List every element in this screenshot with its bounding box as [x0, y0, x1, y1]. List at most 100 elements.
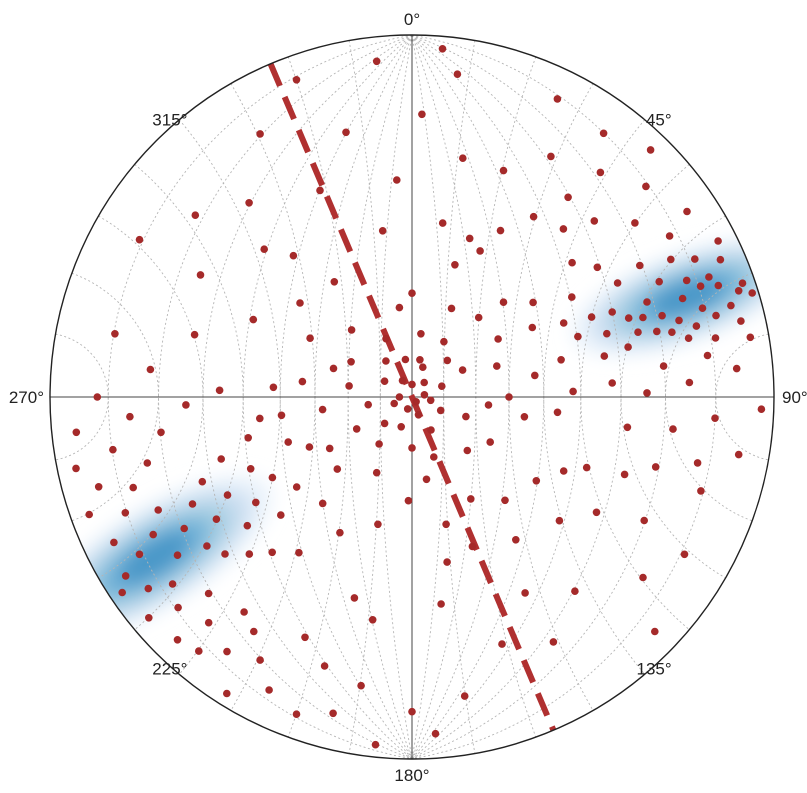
- pole-point: [703, 351, 712, 360]
- pole-point: [642, 182, 650, 191]
- pole-point: [675, 316, 683, 325]
- pole-point: [395, 393, 404, 401]
- pole-point: [121, 572, 130, 580]
- pole-point: [643, 389, 651, 397]
- pole-point: [289, 251, 298, 260]
- pole-point: [463, 446, 472, 455]
- pole-point: [714, 237, 722, 245]
- pole-point: [188, 500, 197, 508]
- pole-point: [284, 438, 293, 446]
- grid-great-circle: [411, 35, 445, 759]
- grid-great-circle: [379, 35, 413, 759]
- pole-point: [458, 366, 467, 374]
- pole-point: [651, 463, 660, 471]
- pole-point: [382, 334, 390, 343]
- pole-point: [372, 468, 381, 477]
- pole-point: [250, 627, 258, 636]
- pole-point: [467, 495, 475, 503]
- pole-point: [256, 656, 264, 664]
- primitive-circle: [49, 34, 775, 760]
- pole-point: [204, 589, 213, 598]
- pole-point: [109, 445, 117, 454]
- pole-point: [298, 377, 307, 386]
- pole-point: [746, 333, 755, 342]
- pole-point: [265, 686, 273, 694]
- pole-point: [422, 475, 431, 484]
- pole-point: [430, 453, 438, 461]
- pole-point: [347, 358, 355, 366]
- pole-point: [698, 304, 707, 313]
- pole-point: [447, 304, 456, 313]
- pole-point: [135, 235, 144, 244]
- pole-point: [493, 362, 501, 370]
- pole-point: [438, 382, 446, 391]
- azimuth-label: 0°: [404, 10, 420, 29]
- pole-point: [203, 542, 211, 550]
- pole-point: [426, 396, 435, 405]
- azimuth-label: 270°: [9, 388, 44, 407]
- pole-point: [734, 450, 743, 459]
- pole-point: [476, 247, 484, 255]
- pole-point: [393, 176, 401, 184]
- pole-point: [352, 425, 361, 433]
- pole-point: [212, 515, 221, 523]
- grid-small-circle: [508, 83, 594, 711]
- pole-point: [691, 255, 699, 263]
- pole-point: [195, 647, 203, 655]
- pole-point: [440, 337, 448, 346]
- pole-point: [748, 289, 756, 297]
- pole-point: [557, 356, 565, 364]
- pole-point: [221, 550, 229, 558]
- pole-point: [651, 627, 659, 636]
- pole-point: [329, 364, 338, 373]
- pole-point: [451, 261, 459, 269]
- grid-great-circle: [411, 35, 582, 759]
- pole-point: [738, 279, 747, 288]
- pole-point: [623, 423, 632, 432]
- pole-point: [590, 217, 599, 225]
- pole-point: [301, 633, 309, 642]
- pole-point: [204, 618, 213, 627]
- pole-point: [667, 255, 675, 264]
- pole-point: [600, 352, 609, 360]
- pole-point: [599, 129, 608, 138]
- pole-point: [364, 400, 373, 409]
- pole-point: [190, 330, 199, 339]
- pole-point: [146, 365, 155, 374]
- pole-point: [345, 382, 353, 390]
- pole-point: [529, 298, 537, 307]
- pole-point: [401, 355, 410, 364]
- pole-point: [453, 70, 462, 78]
- grid-great-circle: [242, 35, 413, 759]
- pole-point: [568, 293, 576, 301]
- pole-point: [318, 405, 327, 414]
- pole-point: [246, 465, 255, 473]
- pole-point: [608, 379, 616, 387]
- pole-point: [292, 710, 301, 718]
- pole-point: [437, 600, 445, 608]
- pole-point: [494, 335, 502, 343]
- pole-point: [111, 330, 119, 338]
- pole-point: [121, 509, 130, 517]
- pole-point: [419, 363, 427, 372]
- pole-point: [559, 319, 568, 327]
- pole-point: [498, 640, 506, 648]
- grid-small-circle: [55, 333, 109, 461]
- pole-point: [93, 393, 102, 401]
- pole-point: [669, 425, 677, 433]
- pole-point: [371, 740, 380, 749]
- pole-point: [659, 362, 668, 370]
- pole-point: [173, 551, 182, 559]
- pole-point: [126, 412, 134, 421]
- pole-point: [555, 516, 564, 525]
- pole-point: [727, 301, 735, 310]
- pole-point: [417, 330, 425, 338]
- pole-point: [174, 603, 182, 612]
- pole-point: [357, 681, 365, 690]
- pole-point: [531, 371, 539, 380]
- pole-point: [568, 258, 576, 267]
- pole-point: [215, 386, 224, 395]
- pole-point: [438, 45, 447, 53]
- pole-point: [716, 255, 725, 264]
